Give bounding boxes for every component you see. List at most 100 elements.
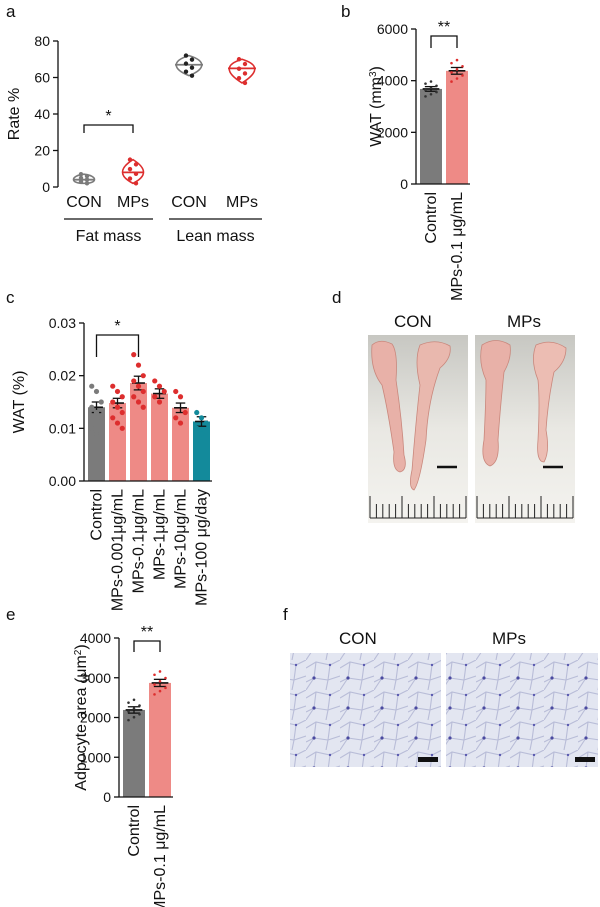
data-point [461,74,464,77]
bar [193,421,210,481]
y-tick-label: 80 [34,33,50,49]
data-point [114,404,121,410]
data-point [135,383,142,389]
bar [109,403,126,481]
chart-b: 0 2000 4000 6000 WAT (mm3) Control MPs-0.1 μg/… [368,19,470,301]
bar [420,88,442,184]
tissue-icon [410,341,451,491]
y-axis-label: Adpocyte area (μm2) [73,644,91,790]
bar [88,407,105,481]
y-tick-label: 2000 [80,710,111,726]
data-point [242,61,248,67]
x-tick-label: Control [89,489,106,541]
significance-label: ** [141,624,153,641]
panel-label-f: f [283,605,288,624]
data-point [127,176,133,181]
x-tick-label: MPs-10μg/mL [173,489,190,589]
x-tick-label: CON [171,194,207,211]
group-label: Lean mass [176,228,254,245]
data-point [424,88,427,92]
bar [123,709,145,797]
y-tick-label: 1000 [80,749,111,765]
data-point [89,404,95,410]
y-axis-label: WAT (%) [11,371,28,434]
violin-shape [121,158,145,185]
tissue-icon [480,340,511,467]
data-point [450,61,453,65]
panel-label-c: c [6,288,15,307]
y-tick-label: 2000 [377,124,408,140]
chart-c: 0.00 0.01 0.02 0.03 WAT (%) Control MPs-0.001μ… [11,315,212,611]
data-point [93,431,100,437]
x-tick-label: MPs-100 μg/day [194,489,211,606]
data-point [114,420,121,426]
x-tick-label: MPs [117,194,149,211]
data-point [198,415,205,421]
significance-label: * [114,318,120,335]
data-point [114,388,121,395]
data-point [98,399,104,405]
data-point [152,394,158,400]
data-point [156,383,163,389]
data-point [203,420,209,426]
data-point [119,394,125,400]
data-point [78,175,84,181]
y-axis-label: WAT (mm3) [368,66,386,147]
data-point [198,431,205,437]
chart-a: 0 20 40 60 80 Rate % CON MPs Fat mass CON MPs Lean … [6,33,262,245]
y-tick-label: 0 [103,789,111,805]
panel-label-d: d [332,288,341,307]
data-point [435,90,438,94]
data-point [138,713,141,716]
photo-d-label-con: CON [394,312,432,331]
y-tick-label: 6000 [377,21,408,37]
data-point [131,352,137,358]
data-point [127,157,133,162]
significance-bracket [430,35,458,48]
x-tick-label: Control [126,805,143,857]
y-tick-label: 0.00 [49,473,76,489]
data-point [455,77,459,80]
data-point [461,64,464,68]
scale-bar [418,757,438,762]
data-point [133,181,139,186]
x-tick-label: MPs-0.1 μg/mL [449,192,466,301]
data-point [127,718,130,722]
bar [149,682,171,797]
data-point [183,69,189,74]
data-point [242,71,248,76]
data-point [84,177,90,182]
data-point [189,73,195,78]
data-point [138,704,141,707]
data-point [110,383,116,389]
significance-bracket [83,124,134,133]
data-point [119,409,125,416]
bar [446,70,468,184]
data-point [164,686,167,690]
x-tick-label: MPs-0.001μg/mL [110,489,127,611]
y-tick-label: 0.01 [49,420,76,436]
data-point [78,179,84,184]
y-tick-label: 0.02 [49,368,76,384]
data-point [450,80,453,83]
data-point [133,171,139,177]
data-point [93,409,100,416]
data-point [194,409,200,416]
data-point [110,399,116,405]
data-point [135,362,142,368]
data-point [158,689,162,693]
data-point [183,61,189,66]
data-point [177,394,184,400]
x-tick-label: MPs-0.1 μg/mL [152,805,169,907]
data-point [135,399,142,405]
data-point [194,425,200,431]
data-point [132,707,136,710]
panel-label-b: b [341,2,350,21]
data-point [189,57,195,62]
tissue-icon [371,340,406,473]
y-tick-label: 60 [34,70,50,86]
x-tick-label: MPs [226,194,258,211]
data-point [435,84,438,88]
data-point [93,388,100,395]
significance-label: * [105,108,111,125]
